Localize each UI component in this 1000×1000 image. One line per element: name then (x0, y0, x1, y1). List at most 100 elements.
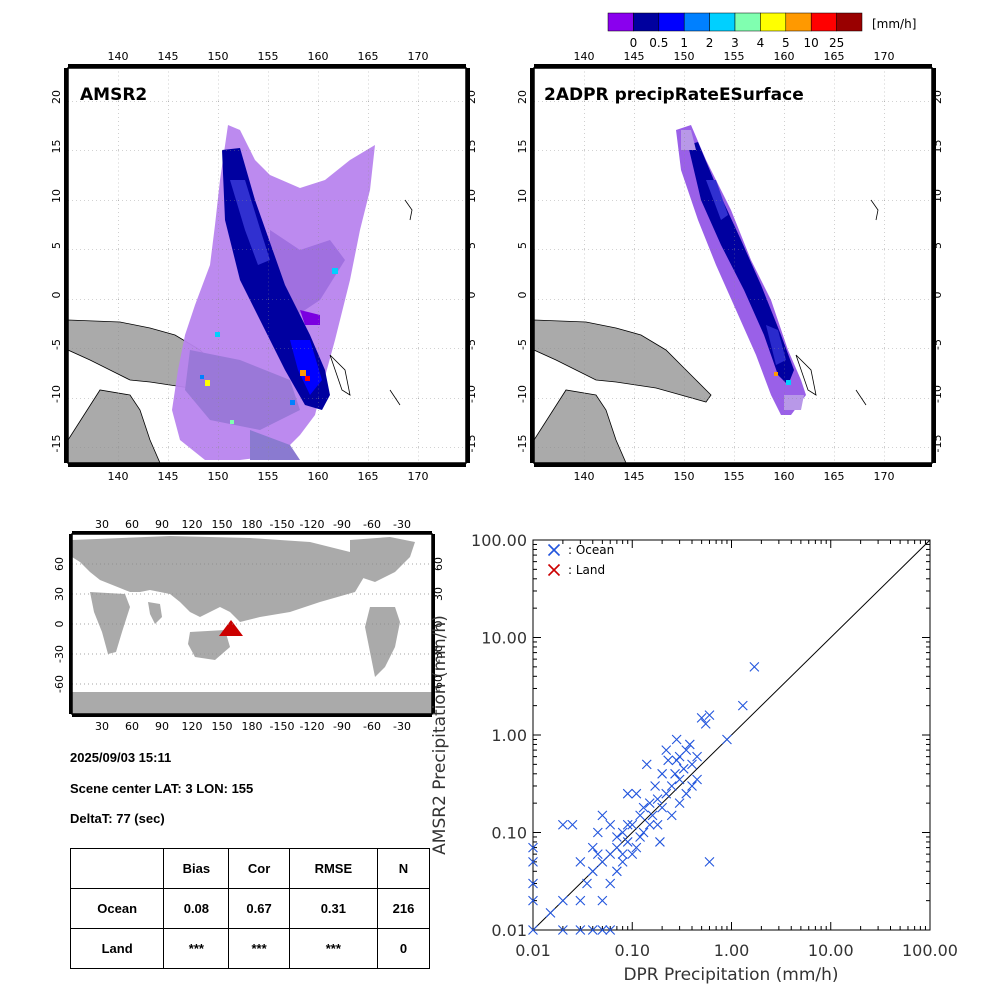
lon-tick-label: 165 (358, 50, 379, 63)
colorbar-swatch (709, 12, 736, 32)
datetime-text: 2025/09/03 15:11 (70, 750, 172, 765)
scatter-point (674, 798, 685, 809)
scatter-point (592, 827, 603, 838)
world-lon-tick: -120 (300, 518, 325, 531)
colorbar: [mm/h] 0 0.5 1 2 3 4 5 10 25 (607, 12, 916, 50)
scatter-point (635, 832, 645, 842)
scatter-point (655, 837, 665, 847)
scatter-point (605, 849, 616, 860)
lon-tick-label: 160 (308, 470, 329, 483)
scatter-point (622, 837, 633, 847)
legend-marker (547, 563, 561, 577)
stats-header-row: Bias Cor RMSE N (69, 848, 431, 889)
scatter-point (592, 849, 603, 860)
stats-cell: 0.08 (163, 888, 230, 929)
lon-tick-label: 155 (258, 470, 279, 483)
scatter-point (582, 878, 592, 889)
lat-ticks-left: 20 15 10 5 0 -5 -10 -15 (50, 90, 63, 452)
scatter-point (687, 781, 697, 791)
lat-tick-label: 15 (931, 140, 944, 154)
world-lon-tick: 60 (125, 518, 139, 531)
lat-tick-label: 0 (50, 292, 63, 299)
colorbar-label: 10 (804, 36, 819, 50)
lat-ticks-left: 20 15 10 5 0 -5 -10 -15 (516, 90, 529, 452)
world-lat-tick: -30 (432, 645, 445, 663)
lon-tick-label: 155 (724, 470, 745, 483)
scatter-point (692, 774, 702, 785)
scatter-point (644, 819, 655, 830)
x-axis-label: DPR Precipitation (mm/h) (623, 965, 838, 985)
scatter-point (605, 925, 616, 935)
lat-tick-label: -15 (50, 435, 63, 453)
lat-tick-label: 0 (516, 292, 529, 299)
scatter-point (641, 759, 652, 770)
world-lat-tick: 30 (53, 587, 66, 601)
world-lon-tick: -150 (270, 720, 295, 733)
x-tick-label: 10.00 (808, 941, 854, 960)
lon-tick-label: 160 (774, 50, 795, 63)
colorbar-label: 0.5 (649, 36, 668, 50)
lat-tick-label: 5 (50, 242, 63, 249)
lon-tick-label: 170 (874, 470, 895, 483)
stats-cell: *** (288, 928, 378, 969)
lon-tick-label: 140 (574, 470, 595, 483)
world-lat-tick: 0 (432, 621, 445, 628)
lon-tick-label: 170 (408, 470, 429, 483)
colorbar-swatch (683, 12, 710, 32)
dpr-map: 2ADPR precipRateESurface 140 145 150 155 160… (516, 50, 944, 483)
lat-ticks-right: 20 15 10 5 0 -5 -10 -15 (465, 90, 478, 452)
lon-tick-label: 170 (408, 50, 429, 63)
colorbar-label: 0 (630, 36, 638, 50)
lon-tick-label: 140 (108, 50, 129, 63)
scatter-point (631, 788, 642, 799)
lat-tick-label: 20 (50, 90, 63, 104)
lon-ticks-bottom: 140 145 150 155 160 165 170 (108, 470, 429, 483)
world-lat-tick: -60 (53, 675, 66, 693)
stats-header-cell: RMSE (288, 848, 378, 889)
world-lat-tick: -60 (432, 675, 445, 693)
world-lon-tick: 150 (212, 720, 233, 733)
stats-cell: Ocean (69, 888, 165, 929)
scatter-point (575, 925, 586, 935)
world-lon-tick: 180 (242, 720, 263, 733)
scatter-point (661, 745, 672, 755)
scatter-point (749, 661, 760, 672)
lon-tick-label: 155 (724, 50, 745, 63)
world-lon-tick: -30 (393, 518, 411, 531)
legend-label: : Ocean (568, 543, 614, 557)
amsr2-map: AMSR2 140 145 150 155 160 165 170 140 145 150 155… (50, 50, 478, 483)
lat-tick-label: -5 (50, 339, 63, 350)
world-lon-tick: 120 (182, 720, 203, 733)
lat-tick-label: 10 (465, 189, 478, 203)
colorbar-swatch (658, 12, 685, 32)
lat-tick-label: -10 (516, 385, 529, 403)
lat-tick-label: 15 (50, 140, 63, 154)
world-lat-ticks-right: 60 30 0 -30 -60 (432, 557, 445, 693)
scatter-point (692, 751, 702, 762)
scatter-point (647, 810, 658, 821)
scatter-point (597, 925, 608, 935)
world-lat-tick: 30 (432, 587, 445, 601)
stats-table: Bias Cor RMSE N Ocean 0.08 0.67 0.31 216… (69, 848, 431, 969)
scatter-point (674, 774, 685, 785)
colorbar-label: 1 (680, 36, 688, 50)
amsr2-map-title: AMSR2 (80, 85, 147, 105)
lat-tick-label: -15 (516, 435, 529, 453)
lon-tick-label: 145 (158, 50, 179, 63)
scatter-point (528, 925, 538, 935)
scatter-point (687, 759, 697, 770)
scatter-point (704, 856, 715, 867)
colorbar-labels: 0 0.5 1 2 3 4 5 10 25 (630, 36, 845, 50)
world-lon-tick: -60 (363, 518, 381, 531)
scatter-point (575, 856, 586, 867)
colorbar-label: 25 (829, 36, 844, 50)
colorbar-swatch (785, 12, 812, 32)
scatter-point (638, 827, 649, 838)
lat-tick-label: 20 (931, 90, 944, 104)
lon-ticks-top: 140 145 150 155 160 165 170 (574, 50, 895, 63)
y-axis-label: AMSR2 Precipitation (mm/h) (430, 615, 450, 855)
world-lon-tick: 150 (212, 518, 233, 531)
stats-header-cell: Cor (228, 848, 290, 889)
scatter-point (617, 849, 628, 860)
world-lon-tick: 90 (155, 720, 169, 733)
